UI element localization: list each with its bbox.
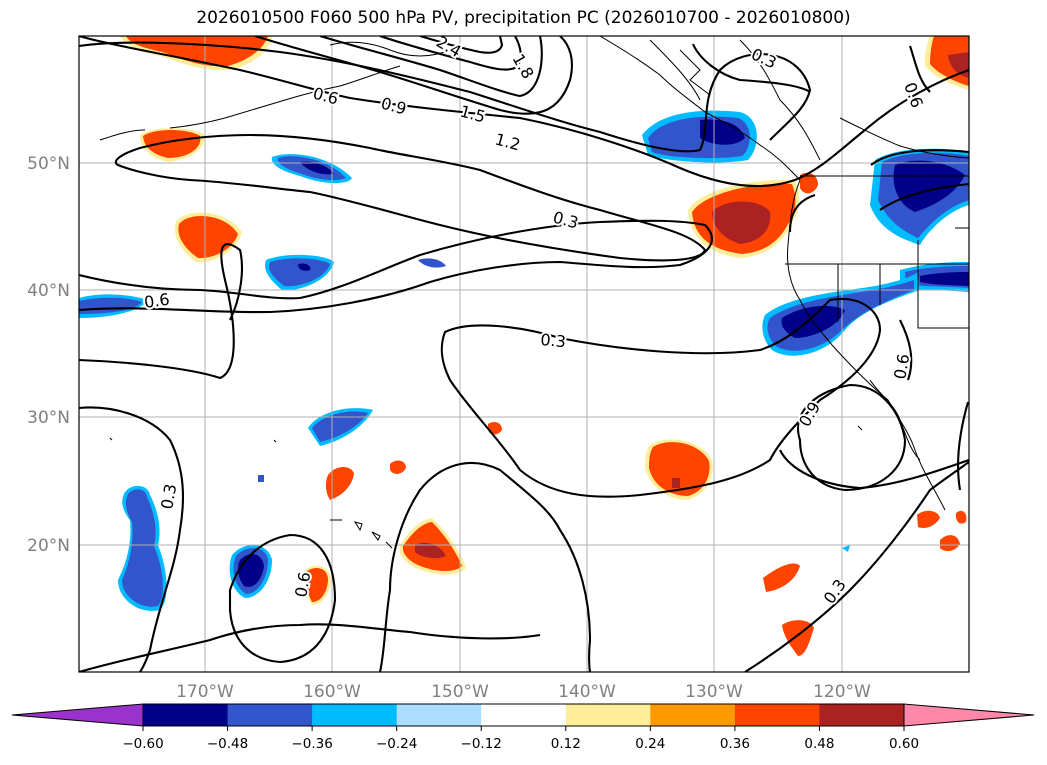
hawaii-islands	[109, 425, 863, 549]
pos-area-west	[140, 128, 205, 162]
colorbar-bin	[143, 704, 229, 726]
neg-area-small	[418, 258, 446, 268]
latitude-labels: 50°N 40°N 30°N 20°N	[27, 154, 70, 556]
lon-label: 120°W	[813, 682, 871, 702]
pos-area-small-4	[303, 565, 331, 605]
neg-dot-2	[842, 545, 850, 552]
neg-dot	[258, 475, 264, 482]
colorbar-tick-label: −0.60	[122, 736, 163, 752]
precip-negative-shading	[79, 110, 969, 611]
neg-area-far-southwest	[118, 485, 167, 611]
map-frame	[78, 35, 970, 673]
pos-area-small-8	[940, 535, 960, 552]
colorbar-bin	[650, 704, 736, 726]
colorbar-bin	[227, 704, 313, 726]
colorbar-bin	[565, 704, 651, 726]
pos-area-small-2	[390, 460, 406, 474]
colorbar-tick-label: 0.60	[889, 736, 919, 752]
colorbar-bins	[143, 704, 905, 726]
lat-label: 30°N	[27, 408, 70, 428]
colorbar-bin	[734, 704, 820, 726]
colorbar-tick-label: 0.24	[635, 736, 665, 752]
colorbar-extend-min	[11, 703, 144, 727]
lon-label: 140°W	[558, 682, 616, 702]
neg-area-hawaii-west	[229, 544, 272, 598]
pos-area-small-9	[955, 510, 967, 524]
pos-area-small-1	[325, 467, 354, 500]
lon-label: 130°W	[685, 682, 743, 702]
colorbar-ticks: −0.60 −0.48 −0.36 −0.24 −0.12 0.12 0.24 0.36 0.4…	[122, 726, 919, 752]
colorbar-bin	[312, 704, 398, 726]
figure-title: 2026010500 F060 500 hPa PV, precipitatio…	[196, 8, 851, 28]
lon-label: 170°W	[176, 682, 234, 702]
pos-area-hawaii	[399, 518, 466, 575]
colorbar-tick-label: 0.48	[804, 736, 834, 752]
map-background	[79, 36, 969, 672]
neg-area-idaho	[870, 148, 969, 245]
precip-positive-shading	[120, 36, 969, 656]
neg-area-midpacific-2	[264, 254, 334, 291]
colorbar-tick-label: 0.36	[720, 736, 750, 752]
lon-label: 150°W	[431, 682, 489, 702]
pos-area-small-7	[917, 510, 940, 528]
pv-contours	[79, 36, 969, 672]
colorbar-extend-max	[903, 703, 1035, 727]
pos-area-subtropics-east	[645, 439, 713, 500]
pos-area-oregon-coast	[688, 179, 800, 258]
lon-label: 160°W	[303, 682, 361, 702]
colorbar-tick-label: −0.48	[207, 736, 248, 752]
pos-area-small-5	[763, 563, 800, 592]
contour-label: 0.6	[143, 290, 171, 312]
lat-label: 20°N	[27, 536, 70, 556]
lat-label: 40°N	[27, 281, 70, 301]
colorbar-tick-label: −0.24	[376, 736, 417, 752]
lat-label: 50°N	[27, 154, 70, 174]
colorbar-tick-label: −0.12	[461, 736, 502, 752]
colorbar-bin	[819, 704, 905, 726]
contour-label: 0.3	[540, 330, 567, 351]
colorbar-tick-label: 0.12	[551, 736, 581, 752]
colorbar-bin	[396, 704, 482, 726]
longitude-labels: 170°W 160°W 150°W 140°W 130°W 120°W	[176, 682, 871, 702]
colorbar-bin	[481, 704, 567, 726]
colorbar-outline	[142, 703, 905, 727]
colorbar-tick-label: −0.36	[291, 736, 332, 752]
pos-area-washington	[800, 172, 818, 194]
colorbar: −0.60 −0.48 −0.36 −0.24 −0.12 0.12 0.24 0.36 0.4…	[11, 703, 1035, 752]
neg-area-subtropics	[308, 408, 373, 446]
